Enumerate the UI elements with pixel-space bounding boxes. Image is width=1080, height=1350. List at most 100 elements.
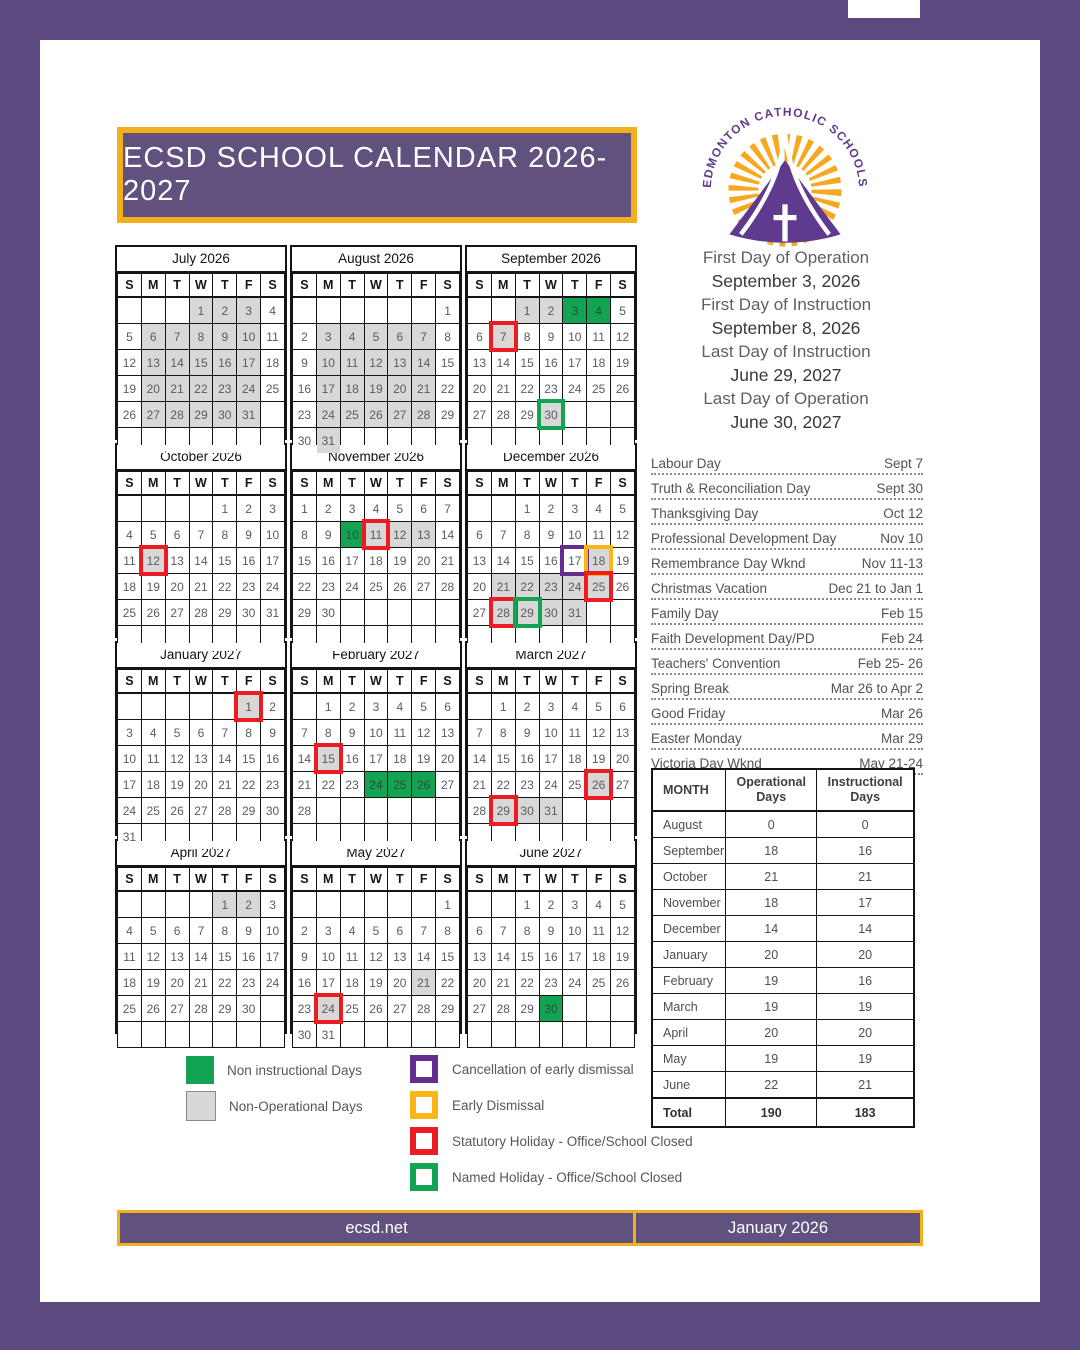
day-cell: 10 xyxy=(260,917,285,944)
day-cell: 16 xyxy=(538,943,564,970)
month-calendar: December 2026 S M T W T F S 1 2 3 4 5 6 7 8 9 10 11 12 13 14 1… xyxy=(465,443,637,652)
day-cell: 24 xyxy=(260,573,285,600)
day-cell: 22 xyxy=(188,375,214,402)
day-cell: 7 xyxy=(411,323,437,350)
holiday-date: May 21-24 xyxy=(859,756,923,771)
week-row: 30 31 xyxy=(292,427,460,454)
legend-label: Statutory Holiday - Office/School Closed xyxy=(452,1133,693,1149)
day-cell: 9 xyxy=(212,323,238,350)
weekday-header: F xyxy=(236,273,262,298)
day-cell: 11 xyxy=(387,719,413,746)
holiday-list: Labour Day Sept 7 Truth & Reconciliation D… xyxy=(651,450,923,775)
day-cell xyxy=(164,1021,190,1048)
legend-item: Named Holiday - Office/School Closed xyxy=(410,1163,693,1191)
summary-total-row: Total 190 183 xyxy=(651,1097,916,1128)
day-cell: 27 xyxy=(164,599,190,626)
summary-row: November 18 17 xyxy=(651,889,916,916)
week-row xyxy=(117,625,285,652)
day-cell: 16 xyxy=(292,969,317,996)
weekday-header: S xyxy=(117,273,142,298)
summary-header-row: MONTH Operational Days Instructional Days xyxy=(651,768,916,812)
day-cell: 10 xyxy=(562,323,588,350)
day-cell: 12 xyxy=(139,545,169,577)
day-cell: 24 xyxy=(562,375,588,402)
day-cell: 25 xyxy=(584,571,614,603)
day-cell: 28 xyxy=(490,401,516,428)
day-cell xyxy=(339,625,365,652)
day-cell: 21 xyxy=(188,969,214,996)
day-cell xyxy=(292,823,317,850)
day-cell: 3 xyxy=(260,494,285,522)
day-cell: 30 xyxy=(538,995,564,1022)
day-cell: 1 xyxy=(514,296,540,324)
summary-cell: August xyxy=(651,810,727,838)
summary-cell: 21 xyxy=(816,863,916,890)
day-cell: 24 xyxy=(260,969,285,996)
day-cell: 28 xyxy=(467,797,492,824)
weekday-header: S xyxy=(292,471,317,496)
day-cell: 18 xyxy=(387,745,413,772)
day-cell: 3 xyxy=(236,296,262,324)
weekday-header: T xyxy=(514,471,540,496)
summary-header-cell: MONTH xyxy=(651,768,727,812)
day-cell: 22 xyxy=(435,375,460,402)
day-cell xyxy=(387,625,413,652)
day-cell: 19 xyxy=(610,547,635,574)
day-cell: 5 xyxy=(411,692,437,720)
day-cell xyxy=(435,797,460,824)
day-cell: 29 xyxy=(514,995,540,1022)
day-cell: 4 xyxy=(387,692,413,720)
day-cell xyxy=(315,797,341,824)
day-cell xyxy=(339,296,365,324)
weekday-header: W xyxy=(538,471,564,496)
legend-item: Non instructional Days xyxy=(186,1056,363,1084)
day-cell: 17 xyxy=(538,745,564,772)
day-cell: 3 xyxy=(562,296,588,324)
day-cell: 30 xyxy=(315,599,341,626)
week-row: 26 27 28 29 30 31 xyxy=(117,401,285,428)
day-cell: 28 xyxy=(212,797,238,824)
day-cell xyxy=(490,1021,516,1048)
day-cell xyxy=(387,890,413,918)
month-table: S M T W T F S 1 2 3 4 5 6 7 8 9 10 11 12 13 14 15 16 17 18 19 20 21… xyxy=(292,273,460,454)
week-row: 17 18 19 20 21 22 23 xyxy=(117,771,285,798)
legend-swatch-outlined xyxy=(410,1127,438,1155)
day-cell xyxy=(467,823,492,850)
holiday-date: Sept 7 xyxy=(883,456,923,471)
day-cell xyxy=(586,427,612,454)
day-cell: 13 xyxy=(435,719,460,746)
holiday-row: Labour Day Sept 7 xyxy=(651,450,923,475)
weekday-header: T xyxy=(339,471,365,496)
day-cell: 8 xyxy=(236,719,262,746)
week-row: 1 xyxy=(292,296,460,324)
day-cell: 22 xyxy=(236,771,262,798)
weekday-header: F xyxy=(586,669,612,694)
weekday-header: T xyxy=(164,669,190,694)
day-cell xyxy=(562,1021,588,1048)
summary-cell: 18 xyxy=(725,837,818,864)
day-cell: 19 xyxy=(411,745,437,772)
day-cell: 6 xyxy=(387,917,413,944)
summary-cell: 21 xyxy=(816,1071,916,1099)
weekday-header: S xyxy=(117,669,142,694)
day-cell: 4 xyxy=(363,494,389,522)
day-cell: 14 xyxy=(435,521,460,548)
day-cell: 5 xyxy=(164,719,190,746)
summary-cell: 0 xyxy=(725,810,818,838)
week-row: 16 17 18 19 20 21 22 xyxy=(292,375,460,402)
day-cell: 28 xyxy=(164,401,190,428)
day-cell: 17 xyxy=(315,375,341,402)
day-cell: 4 xyxy=(586,494,612,522)
day-cell: 2 xyxy=(339,692,365,720)
day-cell xyxy=(610,401,635,428)
summary-cell: 14 xyxy=(725,915,818,942)
day-cell: 8 xyxy=(212,521,238,548)
week-row: 22 23 24 25 26 27 28 xyxy=(292,573,460,600)
day-cell: 27 xyxy=(411,573,437,600)
